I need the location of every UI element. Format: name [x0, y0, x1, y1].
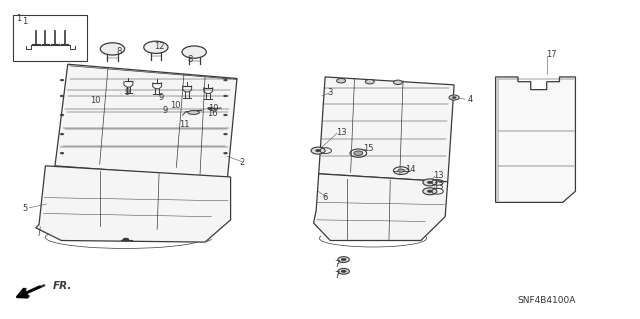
Circle shape [341, 258, 346, 261]
Circle shape [354, 151, 363, 155]
Text: 15: 15 [364, 144, 374, 153]
Text: 14: 14 [405, 165, 416, 174]
Text: 1: 1 [22, 17, 27, 26]
Text: 11: 11 [179, 120, 190, 129]
Text: 10: 10 [90, 96, 100, 105]
Circle shape [398, 169, 404, 172]
Circle shape [311, 147, 325, 154]
Circle shape [449, 95, 460, 100]
Text: 6: 6 [323, 193, 328, 202]
Text: 13: 13 [433, 182, 444, 191]
Circle shape [337, 78, 346, 83]
Text: 13: 13 [336, 128, 346, 137]
Circle shape [428, 190, 433, 193]
Text: 17: 17 [546, 50, 557, 59]
Circle shape [223, 79, 227, 81]
Ellipse shape [188, 111, 199, 115]
Circle shape [60, 152, 64, 154]
Polygon shape [314, 174, 448, 241]
Circle shape [394, 80, 403, 85]
Text: 7: 7 [335, 260, 340, 269]
Text: SNF4B4100A: SNF4B4100A [518, 296, 576, 305]
Polygon shape [55, 64, 237, 179]
Polygon shape [495, 77, 575, 202]
Text: 9: 9 [125, 88, 130, 97]
Circle shape [428, 181, 433, 184]
Bar [13, 15, 87, 61]
Polygon shape [319, 77, 454, 182]
Circle shape [223, 114, 227, 116]
Text: 2: 2 [239, 158, 244, 167]
Circle shape [60, 133, 64, 135]
Circle shape [123, 238, 129, 241]
Text: 3: 3 [327, 88, 332, 97]
Text: FR.: FR. [53, 281, 72, 291]
Text: 5: 5 [22, 204, 28, 213]
Ellipse shape [144, 41, 168, 53]
Text: 10: 10 [170, 101, 180, 110]
Text: 16: 16 [207, 109, 218, 118]
Circle shape [223, 152, 227, 154]
Text: 4: 4 [467, 95, 473, 104]
Circle shape [423, 179, 437, 186]
Text: 12: 12 [154, 42, 165, 51]
Circle shape [452, 97, 456, 99]
Circle shape [341, 270, 346, 272]
Ellipse shape [100, 43, 125, 55]
Circle shape [60, 79, 64, 81]
Text: 8: 8 [116, 47, 122, 56]
Circle shape [60, 114, 64, 116]
Text: 7: 7 [335, 271, 340, 280]
Circle shape [423, 188, 437, 195]
Circle shape [316, 149, 321, 152]
Circle shape [207, 107, 212, 110]
Circle shape [60, 95, 64, 97]
Circle shape [338, 257, 349, 263]
Text: 10: 10 [208, 104, 219, 113]
Ellipse shape [182, 46, 206, 58]
Text: 13: 13 [433, 171, 444, 180]
Circle shape [223, 133, 227, 135]
Text: 9: 9 [163, 106, 168, 115]
Circle shape [365, 79, 374, 84]
Circle shape [338, 269, 349, 274]
Text: 9: 9 [159, 93, 164, 102]
Text: 8: 8 [187, 55, 193, 64]
Text: 1: 1 [16, 14, 21, 23]
Circle shape [223, 95, 227, 97]
Polygon shape [36, 166, 230, 242]
